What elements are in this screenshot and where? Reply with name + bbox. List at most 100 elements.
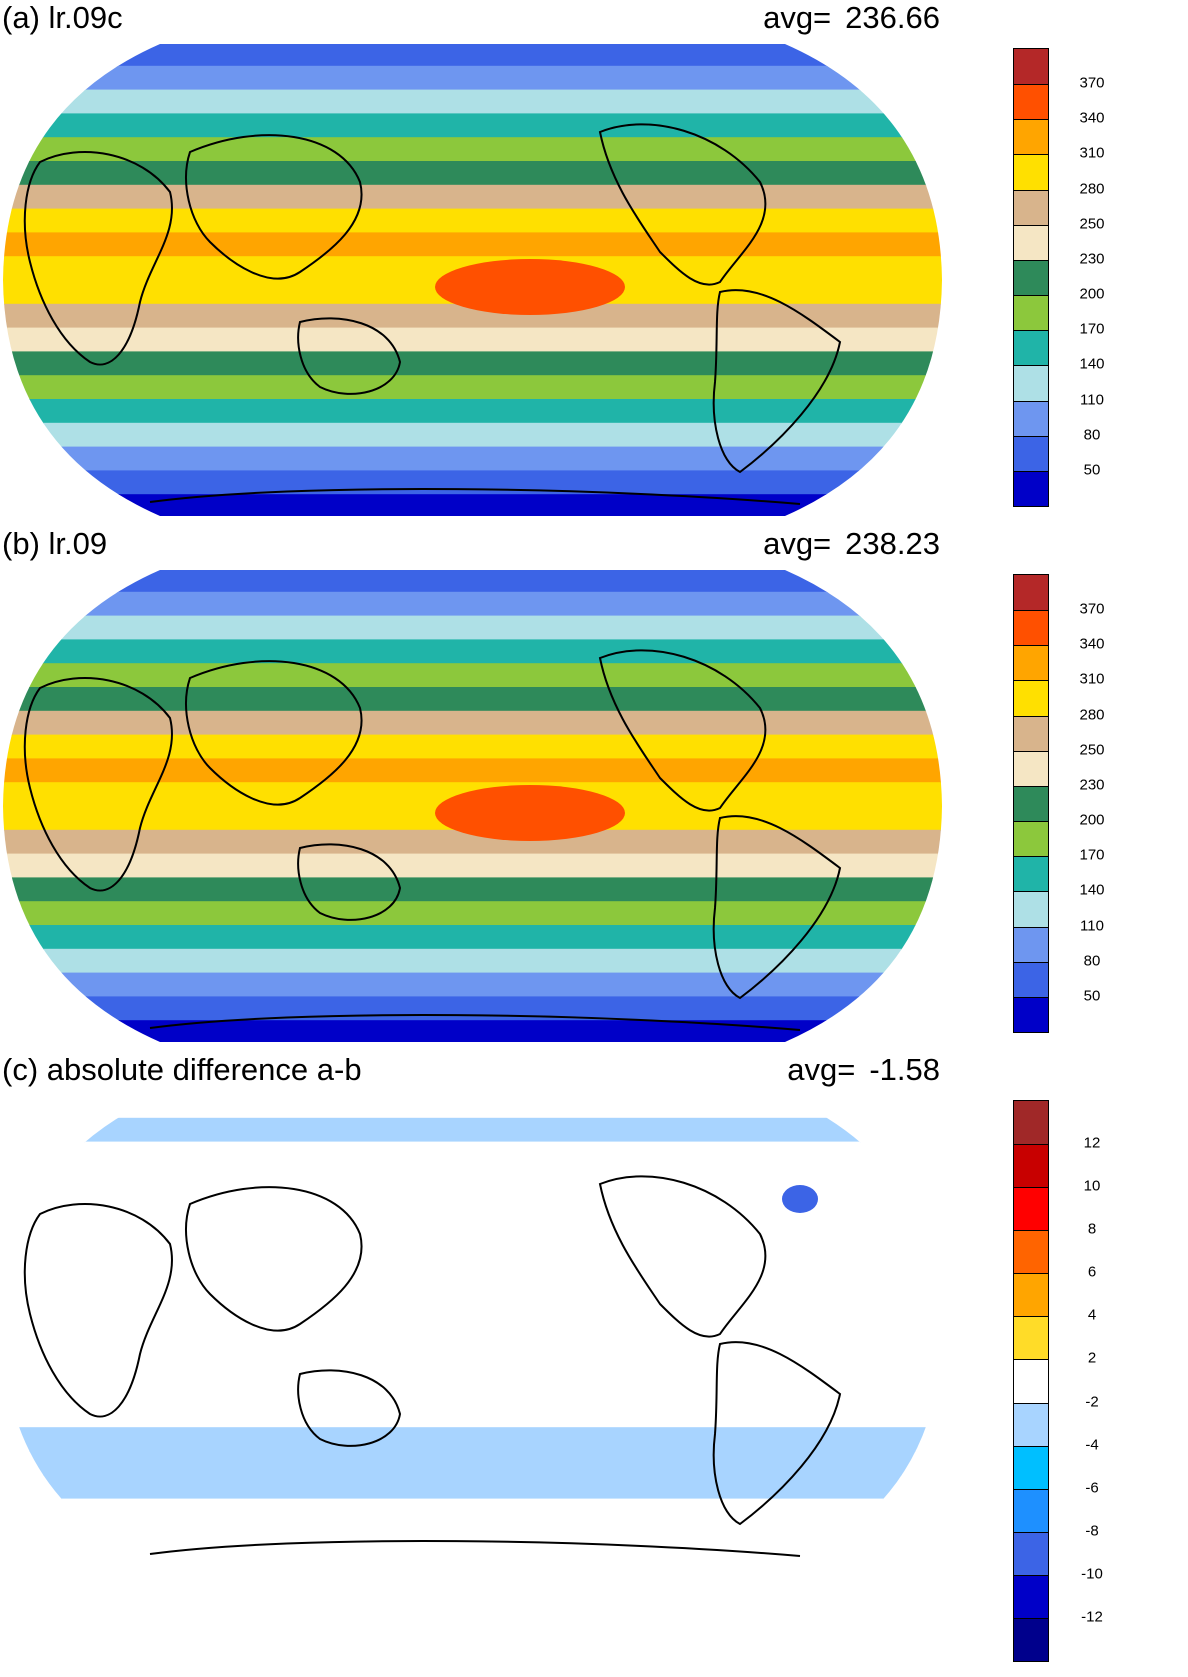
colorbar-tick-label: -6 [1085, 1479, 1099, 1497]
colorbar-swatch [1014, 1144, 1048, 1188]
map-band [3, 1117, 942, 1143]
world-map [3, 570, 942, 1042]
colorbar-swatch [1014, 1273, 1048, 1317]
coastline [23, 677, 173, 892]
coastline [149, 488, 801, 505]
colorbar-tick-label: 170 [1079, 320, 1105, 338]
colorbar-swatch [1014, 365, 1048, 401]
colorbar-swatch [1014, 189, 1048, 225]
colorbar-tick-label: 310 [1079, 144, 1105, 162]
coastline [598, 649, 767, 812]
colorbar-swatch [1014, 856, 1048, 892]
colorbar-swatch [1014, 1445, 1048, 1489]
map-band [3, 1474, 942, 1500]
map-band [3, 1546, 942, 1568]
colorbar-tick-label: 140 [1079, 881, 1105, 899]
colorbar-swatch [1014, 1230, 1048, 1274]
panel-title: (c) absolute difference a-b [2, 1052, 362, 1087]
coastline [297, 843, 402, 921]
map-band [3, 734, 942, 760]
map-band [3, 89, 942, 115]
map-band [3, 853, 942, 879]
colorbar-swatch [1014, 470, 1048, 506]
colorbar-tick-label: 2 [1087, 1349, 1097, 1367]
coastline [23, 151, 173, 366]
map-band [3, 184, 942, 210]
coastline [297, 317, 402, 395]
panel-average: avg= 238.23 [763, 526, 940, 562]
avg-label: avg= [787, 1052, 856, 1087]
coastline [23, 1203, 173, 1418]
map-band [3, 1236, 942, 1262]
coastline [712, 815, 842, 1000]
map-band [3, 1379, 942, 1405]
colorbar-tick-label: 110 [1080, 917, 1104, 935]
coastline [297, 1369, 402, 1447]
colorbar-labels: 50 80 110 140 170 200 230 250 280 310 340 370 [1062, 48, 1132, 505]
colorbar-labels: -12 -10 -8 -6 -4 -2 2 4 6 8 10 12 [1062, 1100, 1132, 1660]
colorbar-swatch [1014, 84, 1048, 120]
colorbar-tick-label: -8 [1085, 1522, 1099, 1540]
panel-title: (a) lr.09c [2, 0, 123, 35]
colorbar-tick-label: -10 [1081, 1565, 1103, 1583]
map-band [3, 232, 942, 258]
colorbar-tick-label: 230 [1079, 250, 1105, 268]
colorbar-swatch [1014, 785, 1048, 822]
colorbar-tick-label: 12 [1083, 1134, 1101, 1152]
colorbar-tick-label: 200 [1079, 285, 1105, 303]
colorbar-swatch [1014, 259, 1048, 296]
map-band [3, 446, 942, 472]
map-band [3, 137, 942, 162]
map-band [3, 399, 942, 424]
map-band [3, 1020, 942, 1042]
map-band [3, 1284, 942, 1310]
colorbar [1013, 574, 1049, 1033]
colorbar-tick-label: 8 [1087, 1220, 1097, 1238]
colorbar-swatch [1014, 680, 1048, 716]
map-band [3, 470, 942, 496]
map-band [3, 687, 942, 712]
colorbar-tick-label: 340 [1079, 635, 1105, 653]
colorbar-swatch [1014, 1359, 1048, 1403]
panel-average: avg= -1.58 [787, 1052, 940, 1088]
map-band [3, 1522, 942, 1548]
colorbar-swatch [1014, 1531, 1048, 1575]
coastline [185, 134, 363, 280]
colorbar-tick-label: 340 [1079, 109, 1105, 127]
colorbar [1013, 1100, 1049, 1662]
colorbar-swatch [1014, 1574, 1048, 1618]
colorbar-tick-label: 50 [1083, 987, 1101, 1005]
panel-average: avg= 236.66 [763, 0, 940, 36]
colorbar-swatch [1014, 996, 1048, 1032]
warm-anomaly [435, 785, 625, 841]
map-band [3, 1498, 942, 1524]
world-map [3, 44, 942, 516]
map-band [3, 570, 942, 593]
map-band [3, 494, 942, 516]
map-band [3, 639, 942, 665]
colorbar-swatch [1014, 295, 1048, 331]
map-band [3, 161, 942, 186]
coastline [149, 1014, 801, 1031]
warm-anomaly [435, 259, 625, 315]
colorbar-tick-label: 310 [1079, 670, 1105, 688]
colorbar-swatch [1014, 821, 1048, 857]
colorbar-tick-label: -12 [1081, 1608, 1103, 1626]
coastline [185, 1186, 363, 1332]
avg-value: 236.66 [845, 0, 940, 35]
colorbar-tick-label: 250 [1079, 215, 1105, 233]
coastline [149, 1540, 801, 1557]
map-band [3, 1308, 942, 1333]
colorbar-swatch [1014, 119, 1048, 155]
colorbar-tick-label: 80 [1083, 426, 1101, 444]
map-band [3, 1403, 942, 1429]
map-band [3, 1332, 942, 1357]
colorbar-labels: 50 80 110 140 170 200 230 250 280 310 340 370 [1062, 574, 1132, 1031]
map-band [3, 925, 942, 950]
colorbar-tick-label: 170 [1079, 846, 1105, 864]
map-band [3, 351, 942, 377]
colorbar [1013, 48, 1049, 507]
colorbar-tick-label: 80 [1083, 952, 1101, 970]
colorbar-swatch [1014, 330, 1048, 366]
map-band [3, 1165, 942, 1191]
